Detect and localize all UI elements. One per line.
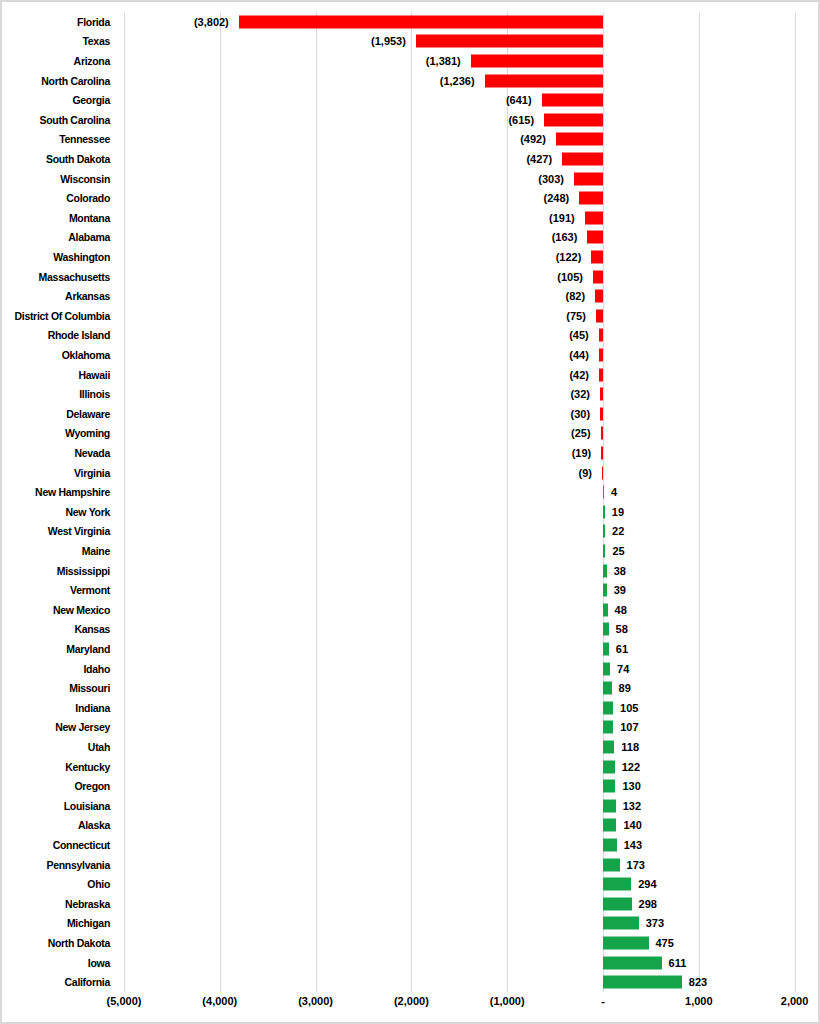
x-axis-tick-label: (5,000) <box>107 996 142 1007</box>
x-axis-tick-label: (4,000) <box>202 996 237 1007</box>
x-axis-tick-label: (3,000) <box>298 996 333 1007</box>
x-axis-tick-label: (1,000) <box>490 996 525 1007</box>
x-axis-tick-label: - <box>601 996 605 1007</box>
x-axis: (5,000) (4,000) (3,000) (2,000) (1,000) - 1,00… <box>2 2 818 1022</box>
bar-chart: Florida(3,802)Texas(1,953)Arizona(1,381)… <box>0 0 820 1024</box>
x-axis-tick-label: (2,000) <box>394 996 429 1007</box>
x-axis-tick-label: 1,000 <box>685 996 713 1007</box>
x-axis-tick-label: 2,000 <box>781 996 809 1007</box>
